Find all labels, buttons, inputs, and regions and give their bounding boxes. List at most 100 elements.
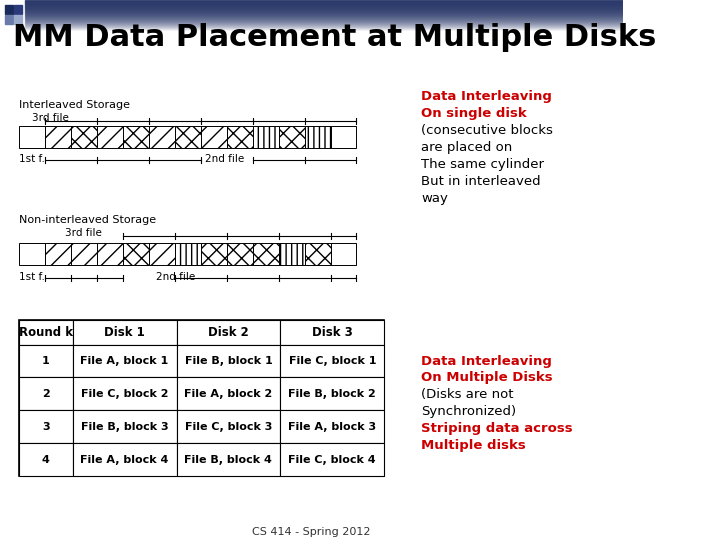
Bar bbox=[280, 410, 384, 443]
Text: CS 414 - Spring 2012: CS 414 - Spring 2012 bbox=[252, 527, 371, 537]
Text: 1st f.: 1st f. bbox=[19, 154, 45, 164]
Bar bbox=[19, 443, 73, 476]
Bar bbox=[14, 5, 22, 14]
Bar bbox=[19, 242, 45, 265]
Bar bbox=[19, 320, 384, 476]
Bar bbox=[14, 15, 22, 24]
Text: File A, block 1: File A, block 1 bbox=[81, 356, 168, 366]
Text: File B, block 1: File B, block 1 bbox=[184, 356, 272, 366]
Bar bbox=[25, 3, 623, 4]
Bar bbox=[19, 126, 45, 148]
Bar bbox=[149, 126, 175, 148]
Text: 1: 1 bbox=[42, 356, 50, 366]
Text: are placed on: are placed on bbox=[421, 141, 513, 154]
Bar bbox=[19, 377, 73, 410]
Bar bbox=[175, 242, 201, 265]
Text: File C, block 1: File C, block 1 bbox=[289, 356, 376, 366]
Bar bbox=[25, 14, 623, 15]
Bar bbox=[176, 443, 280, 476]
Bar bbox=[25, 21, 623, 22]
Bar bbox=[73, 377, 176, 410]
Text: Non-interleaved Storage: Non-interleaved Storage bbox=[19, 215, 156, 225]
Bar bbox=[71, 242, 97, 265]
Bar bbox=[25, 5, 623, 6]
Bar bbox=[149, 242, 175, 265]
Bar bbox=[176, 410, 280, 443]
Bar bbox=[279, 242, 305, 265]
Text: File B, block 2: File B, block 2 bbox=[289, 389, 376, 399]
Bar bbox=[19, 345, 73, 377]
Text: 2nd file: 2nd file bbox=[156, 272, 195, 282]
Bar bbox=[73, 410, 176, 443]
Bar bbox=[176, 320, 280, 345]
Text: File A, block 3: File A, block 3 bbox=[288, 422, 377, 432]
Bar bbox=[25, 8, 623, 9]
Bar bbox=[305, 126, 330, 148]
Bar bbox=[227, 126, 253, 148]
Text: Multiple disks: Multiple disks bbox=[421, 440, 526, 453]
Bar bbox=[280, 377, 384, 410]
Bar bbox=[73, 443, 176, 476]
Text: MM Data Placement at Multiple Disks: MM Data Placement at Multiple Disks bbox=[13, 23, 657, 52]
Bar bbox=[25, 12, 623, 13]
Bar bbox=[25, 17, 623, 18]
Bar bbox=[279, 126, 305, 148]
Bar bbox=[176, 345, 280, 377]
Text: But in interleaved: But in interleaved bbox=[421, 175, 541, 188]
Text: Synchronized): Synchronized) bbox=[421, 406, 516, 419]
Text: The same cylinder: The same cylinder bbox=[421, 158, 544, 171]
Bar bbox=[330, 242, 356, 265]
Bar bbox=[25, 24, 623, 25]
Bar bbox=[201, 126, 227, 148]
Bar bbox=[175, 126, 201, 148]
Text: Striping data across: Striping data across bbox=[421, 422, 573, 435]
Bar bbox=[25, 13, 623, 14]
Bar bbox=[280, 345, 384, 377]
Bar bbox=[25, 9, 623, 10]
Bar bbox=[227, 242, 253, 265]
Text: 2nd file: 2nd file bbox=[205, 154, 244, 164]
Bar bbox=[25, 20, 623, 21]
Bar bbox=[25, 27, 623, 28]
Text: Disk 2: Disk 2 bbox=[208, 326, 249, 339]
Text: File C, block 3: File C, block 3 bbox=[185, 422, 272, 432]
Bar bbox=[25, 10, 623, 11]
Text: On Multiple Disks: On Multiple Disks bbox=[421, 372, 553, 384]
Bar bbox=[45, 126, 71, 148]
Text: On single disk: On single disk bbox=[421, 107, 527, 120]
Bar bbox=[25, 2, 623, 3]
Text: Interleaved Storage: Interleaved Storage bbox=[19, 100, 130, 110]
Bar bbox=[5, 5, 13, 14]
Text: File B, block 4: File B, block 4 bbox=[184, 455, 272, 465]
Bar bbox=[19, 410, 73, 443]
Text: Disk 1: Disk 1 bbox=[104, 326, 145, 339]
Bar bbox=[19, 320, 73, 345]
Bar bbox=[201, 242, 227, 265]
Bar bbox=[25, 18, 623, 19]
Bar bbox=[330, 126, 356, 148]
Text: File B, block 3: File B, block 3 bbox=[81, 422, 168, 432]
Bar bbox=[305, 242, 330, 265]
Bar bbox=[25, 26, 623, 27]
Text: 3: 3 bbox=[42, 422, 50, 432]
Text: File A, block 2: File A, block 2 bbox=[184, 389, 273, 399]
Bar bbox=[25, 4, 623, 5]
Bar bbox=[25, 16, 623, 17]
Bar bbox=[45, 242, 71, 265]
Bar bbox=[25, 23, 623, 24]
Text: Round k: Round k bbox=[19, 326, 73, 339]
Text: Data Interleaving: Data Interleaving bbox=[421, 90, 552, 103]
Bar bbox=[25, 25, 623, 26]
Bar bbox=[123, 242, 149, 265]
Text: Disk 3: Disk 3 bbox=[312, 326, 353, 339]
Bar bbox=[97, 126, 123, 148]
Bar bbox=[97, 242, 123, 265]
Bar bbox=[25, 28, 623, 29]
Bar bbox=[253, 242, 279, 265]
Text: File A, block 4: File A, block 4 bbox=[81, 455, 168, 465]
Text: (Disks are not: (Disks are not bbox=[421, 388, 514, 401]
Bar bbox=[280, 443, 384, 476]
Bar bbox=[25, 29, 623, 30]
Bar bbox=[25, 1, 623, 2]
Bar bbox=[25, 0, 623, 1]
